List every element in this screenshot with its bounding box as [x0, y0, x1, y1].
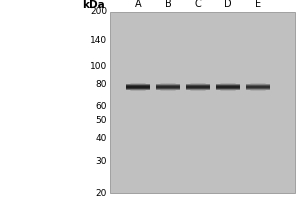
Text: 50: 50: [95, 116, 107, 125]
Text: 200: 200: [90, 7, 107, 17]
Bar: [161, 83, 175, 84]
Bar: [216, 88, 240, 89]
Bar: [186, 88, 210, 89]
Bar: [246, 86, 270, 87]
Bar: [216, 85, 240, 86]
Bar: [216, 89, 240, 90]
Bar: [246, 84, 270, 85]
Bar: [156, 87, 180, 88]
Bar: [156, 88, 180, 89]
Bar: [250, 83, 266, 84]
Bar: [126, 87, 150, 88]
Bar: [190, 83, 206, 84]
Bar: [246, 88, 270, 89]
Bar: [250, 90, 266, 91]
Bar: [186, 89, 210, 90]
Text: 140: 140: [90, 36, 107, 45]
Text: 100: 100: [90, 62, 107, 71]
Bar: [246, 87, 270, 88]
Bar: [246, 87, 270, 88]
Bar: [246, 89, 270, 90]
Bar: [216, 84, 240, 85]
Bar: [216, 89, 240, 90]
Bar: [156, 85, 180, 86]
Bar: [160, 90, 176, 91]
Bar: [161, 90, 175, 91]
Bar: [186, 88, 210, 89]
Text: 40: 40: [96, 134, 107, 143]
Bar: [186, 87, 210, 88]
Bar: [220, 90, 236, 91]
Text: 30: 30: [95, 157, 107, 166]
Bar: [216, 88, 240, 89]
Bar: [246, 88, 270, 89]
Text: 60: 60: [95, 102, 107, 111]
Bar: [186, 85, 210, 86]
Bar: [246, 85, 270, 86]
Bar: [191, 83, 205, 84]
Text: 80: 80: [95, 80, 107, 89]
Bar: [110, 12, 295, 193]
Bar: [216, 85, 240, 86]
Bar: [131, 83, 145, 84]
Bar: [221, 83, 235, 84]
Bar: [216, 86, 240, 87]
Bar: [221, 90, 235, 91]
Bar: [251, 90, 265, 91]
Bar: [186, 87, 210, 88]
Bar: [126, 86, 150, 87]
Bar: [131, 90, 145, 91]
Bar: [126, 84, 150, 85]
Bar: [246, 86, 270, 87]
Bar: [246, 89, 270, 90]
Bar: [126, 89, 150, 90]
Bar: [126, 88, 150, 89]
Text: C: C: [195, 0, 201, 9]
Bar: [246, 85, 270, 86]
Bar: [126, 86, 150, 87]
Bar: [216, 87, 240, 88]
Bar: [126, 84, 150, 85]
Bar: [186, 86, 210, 87]
Bar: [126, 85, 150, 86]
Bar: [156, 89, 180, 90]
Bar: [186, 84, 210, 85]
Text: B: B: [165, 0, 171, 9]
Bar: [216, 86, 240, 87]
Bar: [156, 84, 180, 85]
Bar: [156, 86, 180, 87]
Text: kDa: kDa: [82, 0, 105, 10]
Text: A: A: [135, 0, 141, 9]
Bar: [190, 90, 206, 91]
Bar: [246, 84, 270, 85]
Bar: [251, 83, 265, 84]
Bar: [216, 87, 240, 88]
Bar: [186, 85, 210, 86]
Bar: [130, 90, 146, 91]
Bar: [126, 85, 150, 86]
Bar: [186, 84, 210, 85]
Bar: [156, 87, 180, 88]
Text: 20: 20: [96, 188, 107, 198]
Bar: [156, 88, 180, 89]
Bar: [186, 89, 210, 90]
Bar: [216, 84, 240, 85]
Bar: [156, 84, 180, 85]
Bar: [156, 86, 180, 87]
Text: E: E: [255, 0, 261, 9]
Bar: [126, 87, 150, 88]
Bar: [160, 83, 176, 84]
Bar: [156, 85, 180, 86]
Text: D: D: [224, 0, 232, 9]
Bar: [126, 89, 150, 90]
Bar: [220, 83, 236, 84]
Bar: [156, 89, 180, 90]
Bar: [126, 88, 150, 89]
Bar: [191, 90, 205, 91]
Bar: [186, 86, 210, 87]
Bar: [130, 83, 146, 84]
